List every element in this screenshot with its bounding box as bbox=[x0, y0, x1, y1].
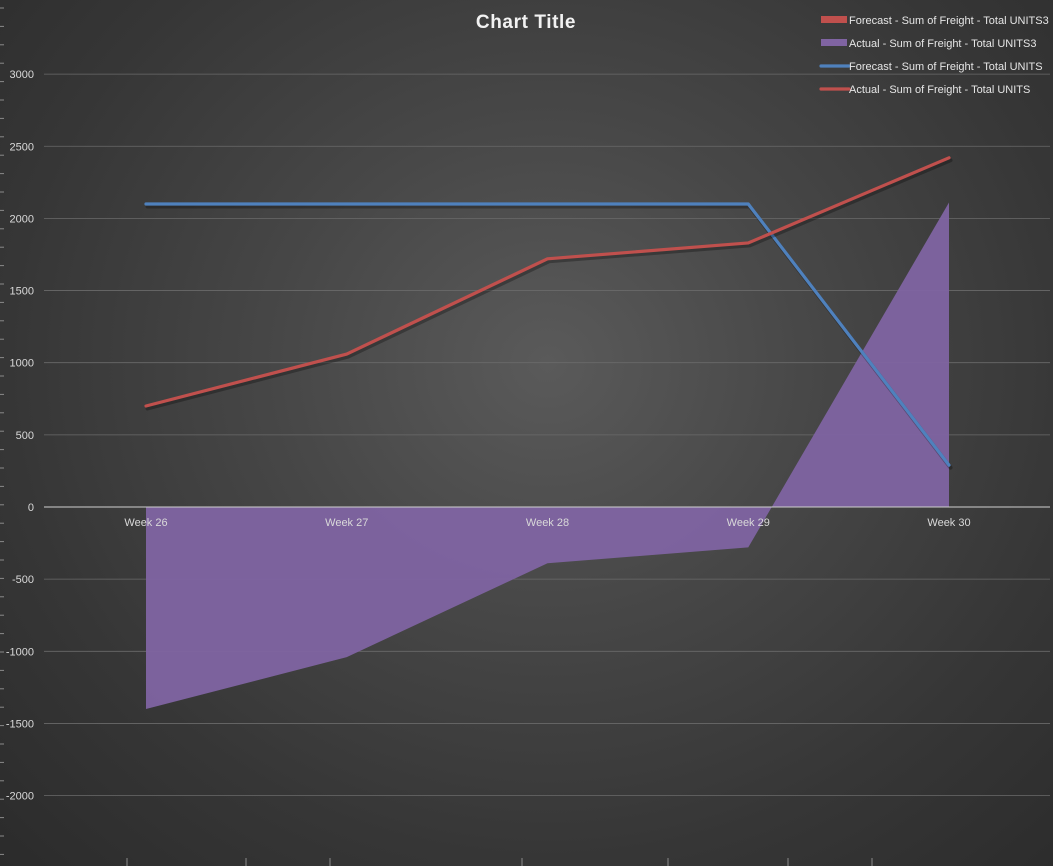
y-tick-label: 2500 bbox=[10, 141, 34, 153]
legend-entry-label: Actual - Sum of Freight - Total UNITS bbox=[849, 84, 1030, 96]
legend: Forecast - Sum of Freight - Total UNITS3… bbox=[819, 15, 1049, 96]
area-series-layer bbox=[145, 202, 950, 710]
y-tick-label: -500 bbox=[12, 574, 34, 586]
y-tick-label: -1500 bbox=[6, 718, 34, 730]
legend-entry-label: Actual - Sum of Freight - Total UNITS3 bbox=[849, 38, 1036, 50]
area-series-actual-units3 bbox=[146, 202, 949, 710]
line-series-actual-units-shadow bbox=[145, 158, 953, 411]
x-tick-label: Week 26 bbox=[124, 517, 167, 529]
y-tick-label: 500 bbox=[16, 430, 34, 442]
y-tick-label: 0 bbox=[28, 502, 34, 514]
y-tick-label: -2000 bbox=[6, 791, 34, 803]
x-tick-label: Week 29 bbox=[727, 517, 770, 529]
legend-entry-label: Forecast - Sum of Freight - Total UNITS3 bbox=[849, 15, 1049, 27]
legend-entry-label: Forecast - Sum of Freight - Total UNITS bbox=[849, 61, 1043, 73]
legend-swatch bbox=[821, 39, 847, 46]
x-axis-tick-labels: Week 26 Week 27 Week 28 Week 29 Week 30 bbox=[124, 517, 970, 529]
y-tick-label: 1000 bbox=[10, 358, 34, 370]
y-tick-label: 2000 bbox=[10, 213, 34, 225]
y-tick-label: 3000 bbox=[10, 69, 34, 81]
line-series-layer bbox=[144, 156, 953, 470]
chart-title: Chart Title bbox=[476, 12, 576, 33]
line-series-actual-units bbox=[144, 156, 951, 408]
x-tick-label: Week 30 bbox=[927, 517, 970, 529]
y-tick-label: 1500 bbox=[10, 286, 34, 298]
x-tick-label: Week 27 bbox=[325, 517, 368, 529]
y-axis-tick-labels: 3000 2500 2000 1500 1000 500 0 -500 -1000 -1500 -2… bbox=[6, 69, 34, 803]
legend-swatch bbox=[821, 16, 847, 23]
y-tick-label: -1000 bbox=[6, 646, 34, 658]
x-tick-label: Week 28 bbox=[526, 517, 569, 529]
